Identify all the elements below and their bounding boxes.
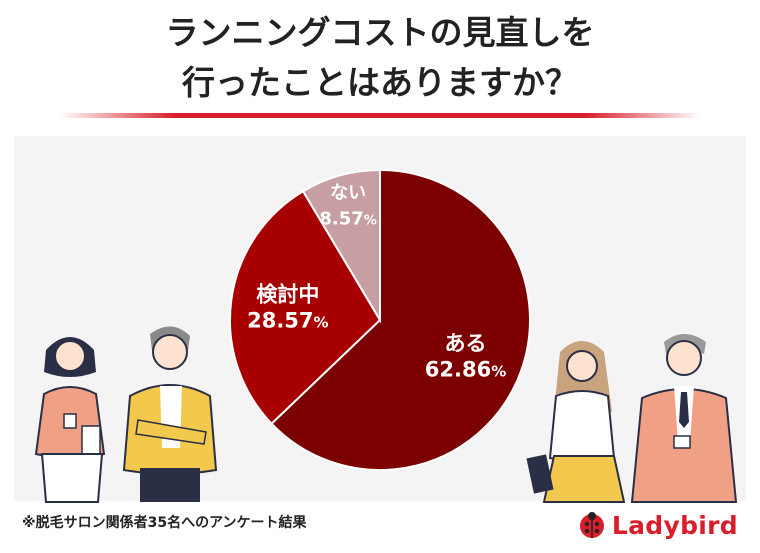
pie-slice-3-value: 8.57% [319, 208, 376, 229]
survey-footnote: ※脱毛サロン関係者35名へのアンケート結果 [22, 515, 307, 531]
brand-logo: Ladybird [578, 508, 738, 542]
person-man-yellow-illustration [122, 326, 218, 502]
chart-title: ランニングコストの見直しを 行ったことはありますか？ [0, 8, 760, 108]
pie-slice-2 [229, 189, 382, 426]
pie-slices [229, 168, 531, 471]
title-underline [60, 113, 700, 118]
brand-name: Ladybird [611, 510, 738, 540]
title-line-1: ランニングコストの見直しを [165, 13, 595, 52]
person-man-suit-illustration [630, 334, 738, 503]
pie-slice-1 [270, 168, 531, 471]
pie-slice-3 [301, 168, 381, 324]
pie-slice-1-name: ある [445, 332, 487, 356]
person-woman-tablet-illustration [526, 341, 626, 503]
pie-slice-3-name: ない [330, 182, 366, 203]
illustrations [34, 326, 738, 503]
person-staff-woman-illustration [34, 337, 106, 503]
pie-slice-2-name: 検討中 [256, 283, 319, 307]
ladybug-icon [579, 512, 604, 538]
title-line-2: 行ったことはありますか？ [182, 63, 578, 102]
